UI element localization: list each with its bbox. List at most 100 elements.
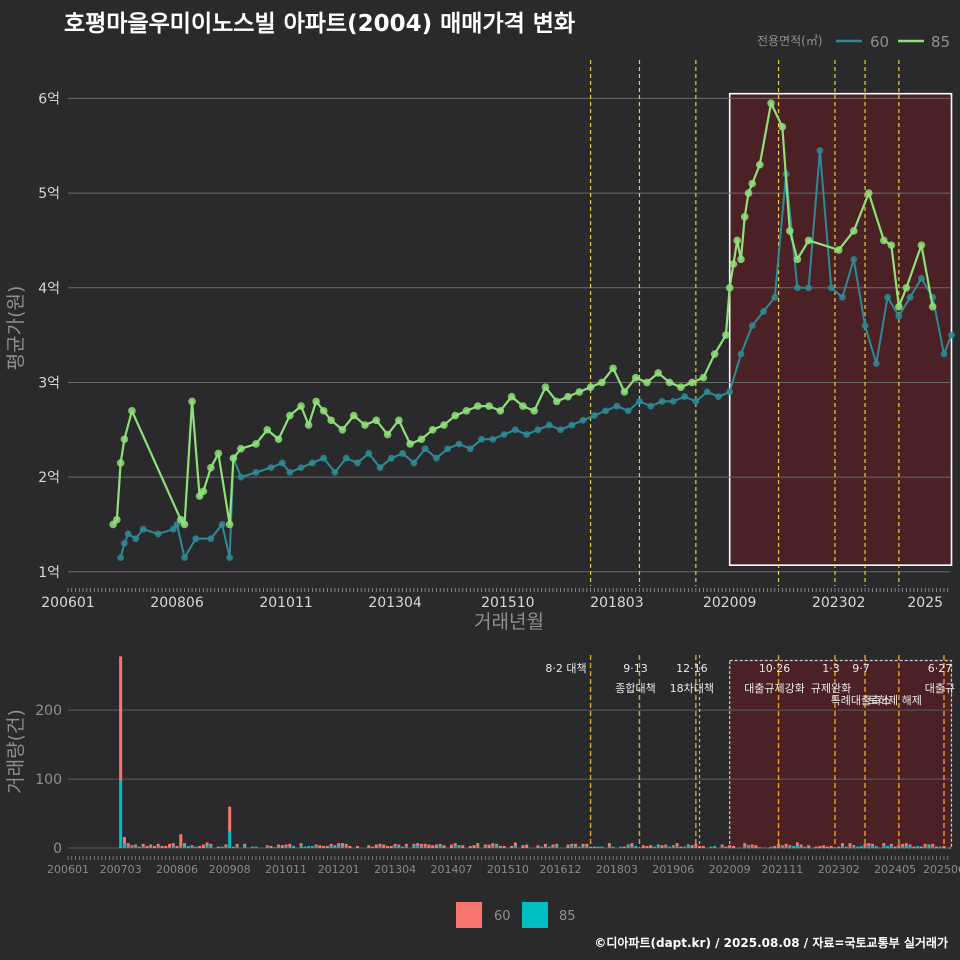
volume-bar-60 xyxy=(825,846,829,848)
volume-bar-60 xyxy=(371,846,375,848)
data-point-85 xyxy=(496,407,505,415)
data-point-60 xyxy=(872,360,880,367)
data-point-60 xyxy=(342,454,350,462)
data-point-60 xyxy=(252,468,260,476)
volume-bar-60 xyxy=(927,844,931,846)
volume-bar-60 xyxy=(720,844,724,847)
data-point-85 xyxy=(417,435,426,444)
volume-bar-60 xyxy=(152,845,156,848)
volume-bar-85 xyxy=(803,846,807,848)
volume-bar-85 xyxy=(183,845,187,848)
volume-bar-85 xyxy=(611,846,615,848)
volume-bar-85 xyxy=(495,845,499,848)
volume-bar-60 xyxy=(904,843,908,846)
volume-bar-85 xyxy=(780,846,784,848)
volume-bar-60 xyxy=(393,843,397,846)
volume-bar-85 xyxy=(543,846,547,848)
policy-annotation-date: 1·3 xyxy=(822,662,840,675)
volume-bar-60 xyxy=(235,843,239,847)
volume-bar-60 xyxy=(807,845,811,848)
data-point-85 xyxy=(575,388,584,396)
volume-bar-85 xyxy=(882,845,886,848)
data-point-85 xyxy=(319,407,328,415)
volume-x-tick-label: 201803 xyxy=(596,863,638,876)
volume-x-tick-label: 202009 xyxy=(709,863,751,876)
legend-label-85: 85 xyxy=(931,33,950,51)
data-point-60 xyxy=(267,464,275,472)
data-point-85 xyxy=(654,369,663,377)
volume-bar-85 xyxy=(401,846,405,848)
volume-bar-60 xyxy=(679,846,683,848)
data-point-85 xyxy=(902,283,911,292)
data-point-85 xyxy=(199,487,208,496)
source-credit: ©디아파트(dapt.kr) / 2025.08.08 / 자료=국토교통부 실… xyxy=(594,936,948,950)
volume-bar-60 xyxy=(773,845,777,848)
volume-bar-85 xyxy=(746,846,750,848)
data-point-85 xyxy=(729,260,738,268)
data-point-60 xyxy=(421,445,429,453)
volume-bar-60 xyxy=(671,845,675,847)
volume-bar-85 xyxy=(122,843,126,848)
page-title: 호평마을우미이노스빌 아파트(2004) 매매가격 변화 xyxy=(64,11,576,37)
volume-bar-60 xyxy=(694,843,698,847)
data-point-60 xyxy=(557,426,564,434)
volume-legend-key-60 xyxy=(456,902,482,928)
volume-bar-85 xyxy=(235,846,239,848)
data-point-60 xyxy=(455,440,463,448)
volume-bar-60 xyxy=(318,845,322,848)
data-point-60 xyxy=(895,312,903,320)
volume-bar-60 xyxy=(829,845,833,848)
policy-annotation-date: 12·16 xyxy=(676,662,708,675)
volume-bar-60 xyxy=(919,846,923,848)
data-point-85 xyxy=(395,416,403,425)
x-tick-label: 202302 xyxy=(812,595,865,611)
data-point-85 xyxy=(519,402,527,410)
data-point-85 xyxy=(928,302,937,311)
volume-x-tick-label: 202405 xyxy=(874,863,916,876)
volume-bar-85 xyxy=(784,846,788,848)
volume-bar-60 xyxy=(495,843,499,846)
volume-bar-60 xyxy=(889,843,893,846)
volume-bar-60 xyxy=(168,843,172,848)
x-tick-label: 202009 xyxy=(703,595,756,611)
volume-bar-60 xyxy=(382,844,386,848)
data-point-60 xyxy=(181,554,188,561)
data-point-85 xyxy=(849,227,858,235)
volume-bar-60 xyxy=(453,843,457,846)
volume-bar-85 xyxy=(303,846,307,848)
volume-bar-60 xyxy=(164,845,168,848)
volume-bar-85 xyxy=(149,846,153,848)
data-point-60 xyxy=(478,435,485,443)
volume-bar-85 xyxy=(156,846,160,848)
data-point-60 xyxy=(681,393,688,401)
volume-bar-60 xyxy=(818,845,822,848)
volume-legend-label-85: 85 xyxy=(559,909,576,924)
volume-bar-60 xyxy=(378,843,382,847)
volume-bar-85 xyxy=(130,846,134,848)
volume-bar-85 xyxy=(720,846,724,848)
data-point-85 xyxy=(917,241,926,249)
data-point-85 xyxy=(372,416,381,425)
volume-x-tick-label: 201407 xyxy=(430,863,472,876)
volume-x-tick-label: 201612 xyxy=(540,863,582,876)
data-point-60 xyxy=(816,147,824,154)
volume-bar-60 xyxy=(277,844,281,847)
volume-bar-85 xyxy=(299,845,303,848)
volume-bar-85 xyxy=(570,845,574,848)
data-point-85 xyxy=(188,397,196,406)
volume-bar-85 xyxy=(844,846,848,848)
volume-bar-60 xyxy=(122,836,126,844)
volume-bar-85 xyxy=(265,846,269,848)
volume-bar-85 xyxy=(750,847,754,848)
volume-bar-60 xyxy=(675,843,679,847)
volume-x-tick-label: 200806 xyxy=(156,863,198,876)
data-point-60 xyxy=(715,393,722,401)
volume-bar-85 xyxy=(656,845,660,848)
volume-bar-60 xyxy=(543,843,547,847)
policy-annotation-name: 종합대책 xyxy=(615,682,655,695)
volume-bar-85 xyxy=(671,846,675,848)
volume-x-tick-label: 202302 xyxy=(818,863,860,876)
volume-bar-85 xyxy=(848,846,852,848)
volume-bar-85 xyxy=(250,846,254,848)
volume-bar-85 xyxy=(619,846,623,848)
